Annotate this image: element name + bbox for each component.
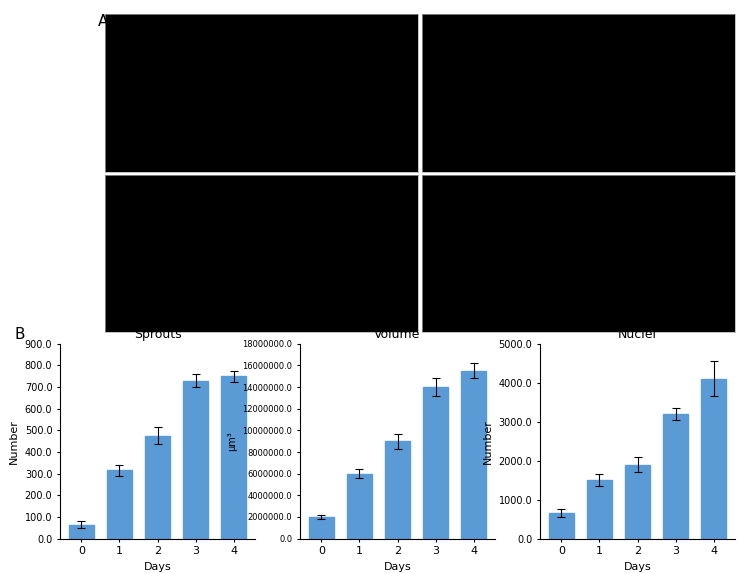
Text: A: A bbox=[98, 14, 108, 29]
Bar bbox=[423, 387, 448, 539]
Title: Sprouts: Sprouts bbox=[134, 328, 182, 342]
Title: Nuclei: Nuclei bbox=[618, 328, 657, 342]
Bar bbox=[347, 474, 372, 539]
Bar bbox=[549, 513, 574, 539]
Bar bbox=[309, 517, 334, 539]
Bar bbox=[663, 414, 688, 539]
Y-axis label: µm³: µm³ bbox=[226, 431, 237, 451]
Bar bbox=[587, 480, 612, 539]
Bar bbox=[625, 465, 650, 539]
Bar bbox=[461, 371, 486, 539]
Bar bbox=[221, 376, 246, 539]
Y-axis label: Number: Number bbox=[483, 419, 493, 464]
Bar bbox=[701, 379, 726, 539]
X-axis label: Days: Days bbox=[144, 562, 171, 572]
Bar bbox=[145, 436, 170, 539]
Title: Volume: Volume bbox=[374, 328, 421, 342]
Bar bbox=[385, 441, 410, 539]
X-axis label: Days: Days bbox=[624, 562, 651, 572]
Text: B: B bbox=[15, 327, 26, 342]
X-axis label: Days: Days bbox=[383, 562, 411, 572]
Y-axis label: Number: Number bbox=[9, 419, 20, 464]
Bar bbox=[69, 524, 94, 539]
Bar bbox=[107, 470, 132, 539]
Bar bbox=[183, 380, 208, 539]
